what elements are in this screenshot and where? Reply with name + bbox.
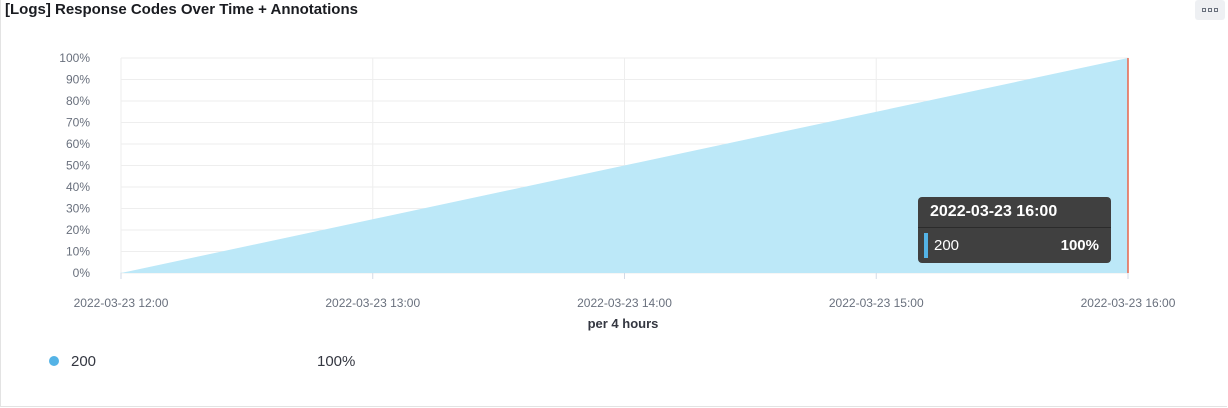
y-tick-label: 80% (66, 94, 90, 108)
panel-title: [Logs] Response Codes Over Time + Annota… (5, 1, 358, 18)
x-tick-label: 2022-03-23 16:00 (1081, 296, 1176, 310)
y-tick-label: 70% (66, 116, 90, 130)
tooltip-divider (918, 227, 1111, 228)
chart-legend[interactable]: 200 100% (49, 350, 355, 372)
tooltip-header: 2022-03-23 16:00 (930, 203, 1058, 220)
x-axis-title: per 4 hours (588, 316, 659, 331)
tooltip-series-swatch (924, 233, 928, 258)
y-tick-label: 10% (66, 245, 90, 259)
y-tick-label: 40% (66, 180, 90, 194)
y-tick-label: 20% (66, 223, 90, 237)
y-axis-ticks: 0% 10% 20% 30% 40% 50% 60% 70% 80% 90% 100% (59, 51, 90, 280)
x-tick-label: 2022-03-23 12:00 (74, 296, 169, 310)
x-tick-label: 2022-03-23 15:00 (829, 296, 924, 310)
tooltip-series-value: 100% (1060, 237, 1099, 254)
chart-tooltip: 2022-03-23 16:00 200 100% (918, 197, 1111, 263)
y-tick-label: 60% (66, 137, 90, 151)
ellipsis-icon[interactable] (1195, 0, 1225, 20)
x-tick-label: 2022-03-23 13:00 (325, 296, 420, 310)
y-tick-label: 50% (66, 159, 90, 173)
y-tick-label: 0% (73, 266, 91, 280)
x-axis-ticks: 2022-03-23 12:00 2022-03-23 13:00 2022-03-… (74, 273, 1176, 310)
area-chart[interactable]: 0% 10% 20% 30% 40% 50% 60% 70% 80% 90% 100% 2022-0… (1, 0, 1228, 345)
area-series-200 (121, 58, 1128, 273)
legend-item-value: 100% (317, 352, 356, 370)
legend-dot-icon (49, 356, 59, 366)
y-tick-label: 90% (66, 73, 90, 87)
x-tick-label: 2022-03-23 14:00 (577, 296, 672, 310)
y-tick-label: 100% (59, 51, 90, 65)
legend-item-name[interactable]: 200 (71, 352, 97, 370)
y-tick-label: 30% (66, 202, 90, 216)
tooltip-series-name: 200 (934, 237, 960, 254)
